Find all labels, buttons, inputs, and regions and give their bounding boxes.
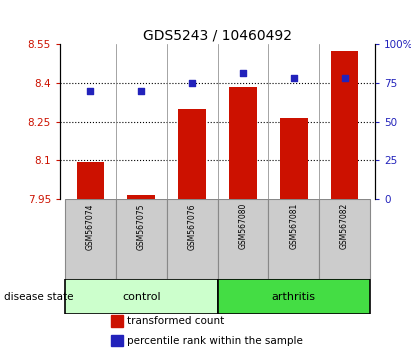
Text: arthritis: arthritis: [272, 291, 316, 302]
Bar: [167, 199, 217, 279]
Bar: [116, 199, 167, 279]
Text: GSM567074: GSM567074: [86, 203, 95, 250]
Point: [138, 88, 145, 93]
Text: control: control: [122, 291, 161, 302]
Point: [291, 75, 297, 81]
Bar: [280, 118, 308, 199]
Point: [341, 75, 348, 81]
Text: GSM567081: GSM567081: [289, 203, 298, 249]
Text: disease state: disease state: [4, 291, 74, 302]
Bar: [217, 199, 268, 279]
Bar: [127, 195, 155, 199]
Text: GSM567076: GSM567076: [187, 203, 196, 250]
Text: GSM567080: GSM567080: [238, 203, 247, 249]
Bar: [268, 199, 319, 279]
Point: [240, 70, 246, 76]
Text: GSM567075: GSM567075: [137, 203, 146, 250]
Text: transformed count: transformed count: [127, 316, 225, 326]
Bar: [229, 87, 257, 199]
Bar: [111, 315, 123, 326]
Bar: [76, 161, 104, 199]
Bar: [217, 279, 370, 314]
Text: percentile rank within the sample: percentile rank within the sample: [127, 336, 303, 346]
Point: [87, 88, 94, 93]
Bar: [178, 109, 206, 199]
Title: GDS5243 / 10460492: GDS5243 / 10460492: [143, 29, 292, 43]
Bar: [111, 335, 123, 346]
Bar: [65, 199, 116, 279]
Point: [189, 80, 195, 86]
Text: GSM567082: GSM567082: [340, 203, 349, 249]
Bar: [65, 279, 217, 314]
Bar: [330, 51, 358, 199]
Bar: [319, 199, 370, 279]
